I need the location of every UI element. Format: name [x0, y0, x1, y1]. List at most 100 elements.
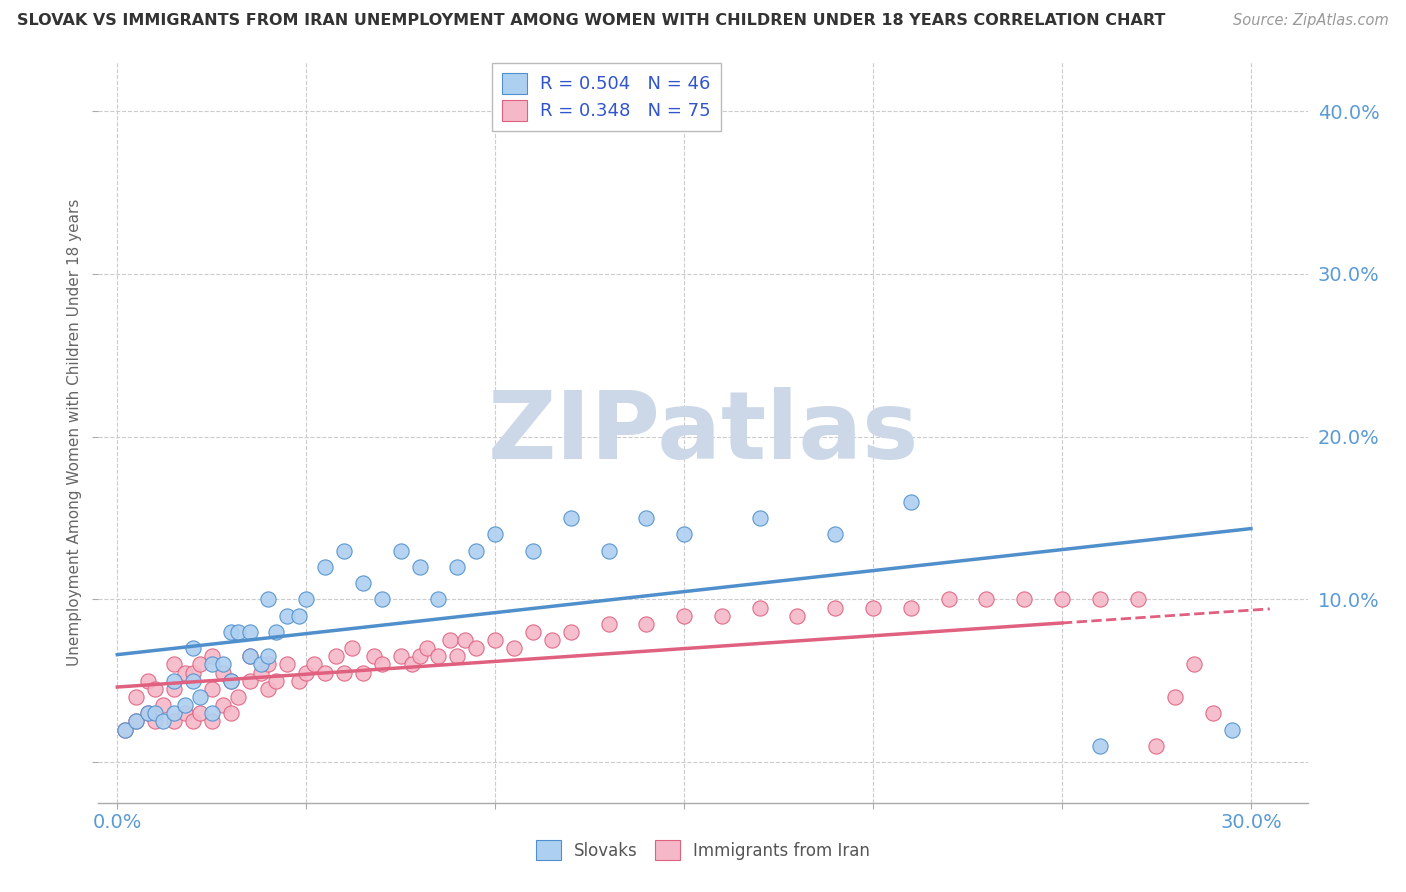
- Point: [938, 592, 960, 607]
- Point: [181, 665, 204, 680]
- Point: [114, 723, 136, 737]
- Point: [824, 600, 846, 615]
- Point: [673, 527, 696, 541]
- Point: [465, 641, 488, 656]
- Point: [136, 706, 159, 721]
- Point: [314, 559, 336, 574]
- Point: [190, 690, 212, 704]
- Point: [522, 543, 544, 558]
- Point: [287, 608, 309, 623]
- Point: [143, 681, 166, 696]
- Point: [125, 714, 148, 729]
- Point: [174, 665, 197, 680]
- Point: [295, 592, 318, 607]
- Point: [212, 657, 235, 672]
- Point: [250, 665, 273, 680]
- Point: [174, 706, 197, 721]
- Point: [748, 511, 770, 525]
- Point: [560, 624, 582, 639]
- Point: [163, 714, 186, 729]
- Point: [226, 690, 249, 704]
- Point: [276, 608, 298, 623]
- Point: [136, 706, 159, 721]
- Point: [257, 657, 280, 672]
- Point: [219, 706, 242, 721]
- Point: [427, 649, 450, 664]
- Point: [250, 657, 273, 672]
- Point: [1164, 690, 1187, 704]
- Point: [163, 657, 186, 672]
- Point: [239, 624, 262, 639]
- Point: [673, 608, 696, 623]
- Point: [219, 673, 242, 688]
- Point: [264, 624, 287, 639]
- Point: [900, 600, 922, 615]
- Text: ZIPatlas: ZIPatlas: [488, 386, 918, 479]
- Point: [786, 608, 808, 623]
- Point: [446, 649, 468, 664]
- Point: [1012, 592, 1035, 607]
- Point: [560, 511, 582, 525]
- Point: [201, 714, 224, 729]
- Point: [371, 657, 394, 672]
- Point: [352, 576, 374, 591]
- Point: [302, 657, 325, 672]
- Point: [201, 649, 224, 664]
- Point: [401, 657, 423, 672]
- Point: [900, 495, 922, 509]
- Point: [333, 543, 356, 558]
- Text: SLOVAK VS IMMIGRANTS FROM IRAN UNEMPLOYMENT AMONG WOMEN WITH CHILDREN UNDER 18 Y: SLOVAK VS IMMIGRANTS FROM IRAN UNEMPLOYM…: [17, 13, 1166, 29]
- Point: [710, 608, 733, 623]
- Point: [1088, 739, 1111, 753]
- Point: [1220, 723, 1243, 737]
- Point: [389, 543, 412, 558]
- Y-axis label: Unemployment Among Women with Children Under 18 years: Unemployment Among Women with Children U…: [66, 199, 82, 666]
- Point: [257, 649, 280, 664]
- Point: [181, 714, 204, 729]
- Point: [276, 657, 298, 672]
- Point: [340, 641, 363, 656]
- Point: [446, 559, 468, 574]
- Point: [125, 714, 148, 729]
- Point: [333, 665, 356, 680]
- Point: [522, 624, 544, 639]
- Point: [136, 673, 159, 688]
- Point: [862, 600, 884, 615]
- Point: [408, 559, 430, 574]
- Point: [408, 649, 430, 664]
- Point: [325, 649, 347, 664]
- Point: [598, 543, 620, 558]
- Point: [352, 665, 374, 680]
- Point: [163, 706, 186, 721]
- Point: [824, 527, 846, 541]
- Point: [125, 690, 148, 704]
- Point: [212, 698, 235, 713]
- Point: [416, 641, 439, 656]
- Point: [152, 698, 174, 713]
- Point: [1050, 592, 1073, 607]
- Point: [201, 681, 224, 696]
- Point: [484, 527, 506, 541]
- Point: [427, 592, 450, 607]
- Point: [219, 624, 242, 639]
- Point: [163, 681, 186, 696]
- Point: [540, 633, 562, 648]
- Point: [190, 706, 212, 721]
- Point: [636, 616, 658, 631]
- Point: [239, 649, 262, 664]
- Point: [143, 714, 166, 729]
- Point: [503, 641, 526, 656]
- Point: [287, 673, 309, 688]
- Point: [484, 633, 506, 648]
- Point: [163, 673, 186, 688]
- Point: [201, 706, 224, 721]
- Point: [181, 673, 204, 688]
- Point: [598, 616, 620, 631]
- Point: [143, 706, 166, 721]
- Point: [1126, 592, 1149, 607]
- Point: [389, 649, 412, 664]
- Point: [465, 543, 488, 558]
- Point: [181, 641, 204, 656]
- Point: [636, 511, 658, 525]
- Point: [152, 714, 174, 729]
